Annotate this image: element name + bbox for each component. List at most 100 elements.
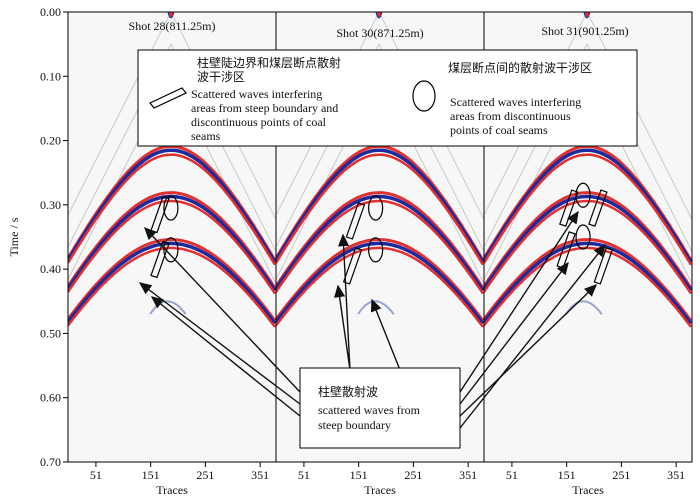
arrow: [138, 282, 301, 405]
direct-wave: [484, 42, 692, 252]
reflection-event: [484, 153, 692, 266]
legend-ellipse-cn: 煤层断点间的散射波干涉区: [448, 60, 592, 75]
legend-ellipse-en: points of coal seams: [450, 123, 548, 137]
legend-ellipse-en: Scattered waves interfering: [450, 95, 581, 109]
reflection-event: [484, 194, 692, 292]
reflection-event: [68, 199, 276, 295]
reflection-event: [484, 241, 692, 325]
x-tick-label: 351: [667, 468, 685, 482]
legend-parallelogram-en: Scattered waves interfering: [191, 87, 322, 101]
scatter-ellipse-marker: [368, 237, 384, 263]
x-axis-label: Traces: [156, 483, 188, 497]
arrow: [144, 226, 301, 393]
source-wavelet: [375, 12, 383, 19]
reflection-event: [484, 238, 692, 322]
y-tick-label: 0.50: [40, 326, 61, 340]
source-wavelet: [167, 12, 175, 19]
reflection-event: [276, 199, 484, 295]
legend-ellipse-symbol: [412, 80, 436, 112]
reflection-event: [68, 246, 276, 328]
arrow: [459, 243, 606, 429]
x-tick-label: 251: [404, 468, 422, 482]
arrow: [459, 261, 569, 405]
legend-parallelogram-cn: 波干涉区: [197, 70, 245, 84]
legend-parallelogram-symbol: [149, 87, 187, 109]
plot-frame: [67, 11, 693, 463]
reflection-event: [276, 148, 484, 264]
annotation: 柱壁散射波 scattered waves from steep boundar…: [299, 367, 461, 449]
annotation-cn: 柱壁散射波: [318, 384, 378, 399]
scatter-parallelogram-marker: [559, 189, 579, 227]
annotation-en: scattered waves from: [318, 403, 421, 417]
x-tick-label: 351: [251, 468, 269, 482]
direct-wave: [68, 42, 276, 252]
arrow: [337, 233, 351, 371]
scatter-ellipse-marker: [163, 195, 179, 221]
legend-parallelogram-en: areas from steep boundary and: [191, 101, 338, 115]
arrow: [150, 296, 301, 417]
y-tick-label: 0.20: [40, 134, 61, 148]
y-axis-label: Time / s: [7, 217, 21, 256]
reflection-event: [68, 238, 276, 322]
scattered-event: [149, 300, 187, 315]
annotation-arrows: [138, 210, 606, 429]
reflection-event: [68, 148, 276, 264]
panel-title-shot-30: Shot 30(871.25m): [336, 26, 423, 40]
reflection-event: [276, 194, 484, 292]
x-axis-label: Traces: [364, 483, 396, 497]
x-axis-label: Traces: [572, 483, 604, 497]
scatter-parallelogram-marker: [588, 189, 608, 227]
x-tick-label: 51: [506, 468, 518, 482]
shot-panel: [68, 12, 276, 328]
scatter-parallelogram-marker: [342, 247, 363, 285]
annotation-box: [299, 367, 461, 449]
legend-parallelogram-en: seams: [191, 129, 221, 143]
y-tick-label: 0.70: [40, 455, 61, 469]
y-tick-label: 0.00: [40, 5, 61, 19]
reflection-event: [68, 153, 276, 266]
scatter-parallelogram-marker: [150, 240, 170, 279]
y-tick-label: 0.40: [40, 262, 61, 276]
reflection-event: [484, 191, 692, 289]
source-wavelet: [583, 12, 591, 19]
reflection-event: [276, 241, 484, 325]
x-tick-label: 51: [90, 468, 102, 482]
scatter-ellipse-marker: [575, 224, 591, 250]
x-tick-label: 51: [298, 468, 310, 482]
arrow: [459, 284, 598, 417]
reflection-event: [68, 191, 276, 289]
reflection-event: [484, 246, 692, 328]
x-tick-label: 151: [142, 468, 160, 482]
shot-panel: [484, 12, 692, 328]
x-tick-label: 151: [350, 468, 368, 482]
x-tick-label: 251: [612, 468, 630, 482]
reflection-event: [484, 199, 692, 295]
reflection-event: [276, 153, 484, 266]
arrow: [370, 298, 401, 371]
legend-ellipse-en: areas from discontinuous: [450, 109, 571, 123]
annotation-en: steep boundary: [318, 418, 391, 432]
y-tick-label: 0.60: [40, 391, 61, 405]
y-tick-label: 0.10: [40, 69, 61, 83]
reflection-event: [68, 241, 276, 325]
legend-parallelogram-en: discontinuous points of coal: [191, 115, 327, 129]
x-tick-label: 151: [558, 468, 576, 482]
direct-wave: [276, 42, 484, 252]
arrow: [334, 284, 351, 371]
y-tick-label: 0.30: [40, 198, 61, 212]
legend-parallelogram-cn: 柱壁陡边界和煤层断点散射: [197, 55, 341, 70]
legend: 柱壁陡边界和煤层断点散射 波干涉区 Scattered waves interf…: [137, 49, 638, 147]
legend-box: [137, 49, 638, 147]
panel-title-shot-31: Shot 31(901.25m): [541, 24, 628, 38]
scatter-parallelogram-marker: [593, 247, 614, 285]
scatter-parallelogram-marker: [345, 202, 366, 240]
scatter-ellipse-marker: [368, 195, 384, 221]
reflection-event: [276, 246, 484, 328]
reflection-event: [484, 148, 692, 264]
x-tick-label: 351: [459, 468, 477, 482]
arrow: [459, 210, 579, 393]
scatter-ellipse-marker: [163, 237, 179, 263]
panel-title-shot-28: Shot 28(811.25m): [129, 19, 216, 33]
x-tick-label: 251: [196, 468, 214, 482]
